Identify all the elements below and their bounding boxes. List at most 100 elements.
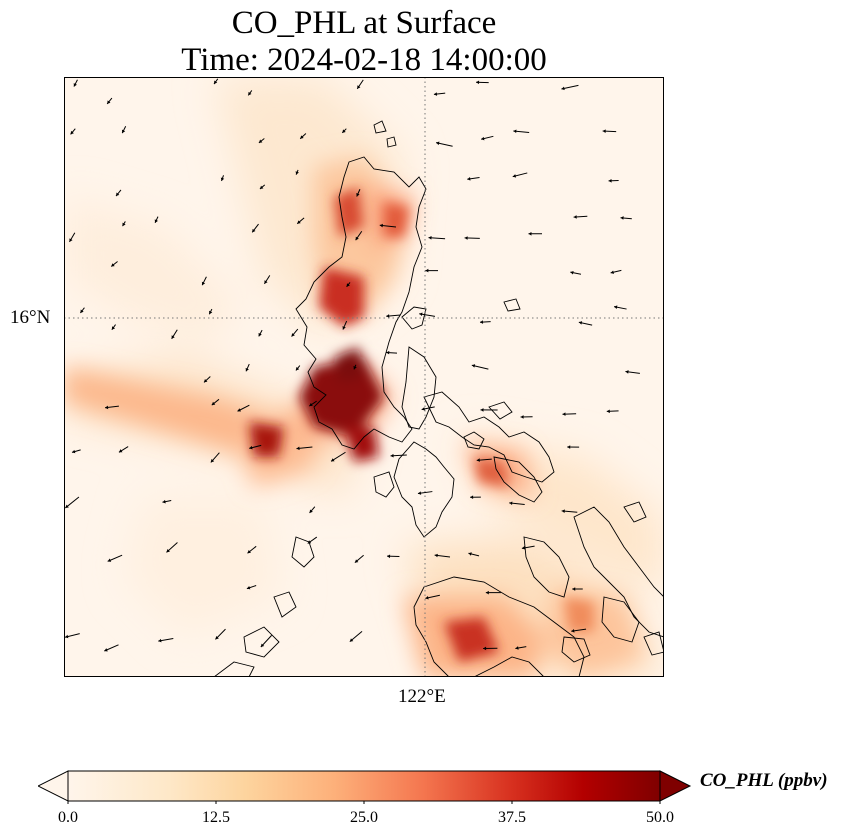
wind-arrow-head: [162, 499, 166, 504]
wind-arrow-head: [342, 326, 346, 330]
wind-arrow-head: [69, 238, 73, 242]
wind-arrow-head: [295, 366, 300, 371]
wind-arrow-head: [476, 80, 480, 85]
wind-arrow-head: [355, 236, 359, 241]
wind-arrow-head: [214, 80, 218, 85]
wind-arrow-head: [433, 92, 438, 96]
wind-arrow-head: [331, 458, 335, 462]
wind-arrow-head: [421, 407, 425, 411]
wind-arrow-head: [215, 635, 219, 640]
wind-arrow-head: [171, 335, 175, 339]
wind-arrow-head: [464, 236, 468, 240]
wind-arrow-head: [417, 491, 422, 495]
wind-arrow-head: [342, 129, 346, 133]
wind-arrow-head: [258, 139, 263, 143]
wind-arrow-head: [434, 553, 438, 558]
wind-arrow-head: [483, 646, 487, 651]
wind-arrow-head: [562, 412, 566, 416]
wind-arrow-head: [220, 177, 225, 181]
wind-arrow-head: [300, 135, 304, 139]
wind-arrow-head: [425, 268, 429, 273]
wind-arrow-head: [166, 548, 170, 553]
colorbar-extend-max: [659, 770, 692, 802]
wind-arrow-head: [295, 171, 299, 175]
wind-arrow-head: [387, 554, 391, 559]
lon-tick-label: 122°E: [398, 686, 446, 707]
wind-arrow-head: [154, 219, 158, 223]
coastlines: [213, 120, 664, 677]
wind-arrow-head: [379, 223, 383, 228]
wind-arrow-head: [70, 130, 74, 135]
concentration-field-hotspots: [249, 187, 594, 662]
wind-arrow-head: [520, 415, 524, 419]
wind-arrow-head: [104, 648, 108, 652]
wind-arrow-head: [436, 141, 440, 146]
wind-arrow-head: [245, 367, 249, 372]
wind-arrow-head: [118, 449, 123, 453]
wind-arrow-head: [357, 85, 361, 89]
wind-arrow-head: [480, 408, 484, 412]
wind-arrow-head: [572, 587, 576, 591]
wind-arrow-head: [561, 509, 565, 513]
wind-arrow-head: [428, 236, 432, 240]
wind-arrow-head: [258, 332, 262, 337]
wind-arrow-head: [209, 310, 213, 315]
wind-arrow-head: [73, 83, 77, 87]
wind-arrow-head: [71, 449, 76, 454]
wind-arrow-head: [521, 546, 526, 550]
wind-arrow-head: [158, 638, 162, 643]
wind-arrow-head: [260, 643, 265, 648]
colorbar-tick-label: 50.0: [646, 809, 674, 826]
wind-arrow-head: [468, 552, 472, 556]
wind-arrow-head: [567, 445, 571, 449]
wind-arrow-head: [608, 178, 612, 183]
wind-arrow-head: [65, 504, 69, 508]
wind-arrow-head: [65, 634, 69, 639]
wind-arrow-head: [578, 321, 583, 325]
wind-arrow-head: [291, 333, 295, 337]
wind-arrow-head: [211, 401, 216, 406]
wind-arrow-head: [107, 558, 112, 562]
map-frame: [64, 77, 664, 677]
wind-arrow-head: [80, 309, 84, 314]
wind-arrow-head: [614, 305, 618, 309]
colorbar-gradient: [67, 770, 661, 802]
wind-arrow-head: [386, 314, 390, 318]
wind-arrow-head: [571, 629, 575, 633]
wind-arrow-head: [476, 458, 480, 462]
wind-arrow-head: [573, 215, 577, 219]
wind-arrow-head: [610, 270, 614, 274]
wind-arrow-head: [470, 495, 474, 499]
wind-arrow-head: [485, 590, 489, 595]
wind-arrow-head: [570, 270, 574, 275]
wind-arrow-head: [479, 320, 484, 324]
wind-arrow-head: [259, 185, 264, 190]
colorbar-tick-label: 37.5: [498, 809, 526, 826]
wind-arrow-head: [528, 231, 532, 236]
wind-arrow-head: [354, 559, 359, 563]
wind-arrow-head: [481, 136, 485, 141]
wind-arrow-head: [252, 228, 256, 233]
wind-arrow-head: [248, 91, 252, 96]
wind-vectors: [64, 78, 640, 652]
wind-arrow-head: [111, 326, 116, 330]
wind-arrow-head: [561, 86, 565, 91]
colorbar-label: CO_PHL (ppbv): [700, 770, 828, 791]
wind-arrow-head: [620, 216, 624, 220]
wind-arrow-head: [349, 638, 354, 642]
wind-arrow-head: [237, 408, 241, 412]
wind-arrow-head: [353, 365, 357, 370]
wind-arrow-head: [509, 501, 513, 506]
wind-arrow-head: [249, 445, 253, 450]
plot-subtitle-time: Time: 2024-02-18 14:00:00: [181, 42, 547, 78]
wind-arrow-head: [467, 177, 471, 181]
lat-tick-label: 16°N: [10, 307, 51, 328]
wind-arrow-head: [513, 129, 517, 134]
wind-arrow-head: [121, 129, 126, 134]
wind-arrow-head: [606, 409, 610, 414]
wind-arrow-head: [356, 193, 360, 197]
wind-arrow-head: [296, 446, 300, 451]
gridlines: [64, 77, 664, 677]
wind-arrow-head: [309, 509, 313, 513]
wind-arrow-head: [297, 220, 301, 224]
